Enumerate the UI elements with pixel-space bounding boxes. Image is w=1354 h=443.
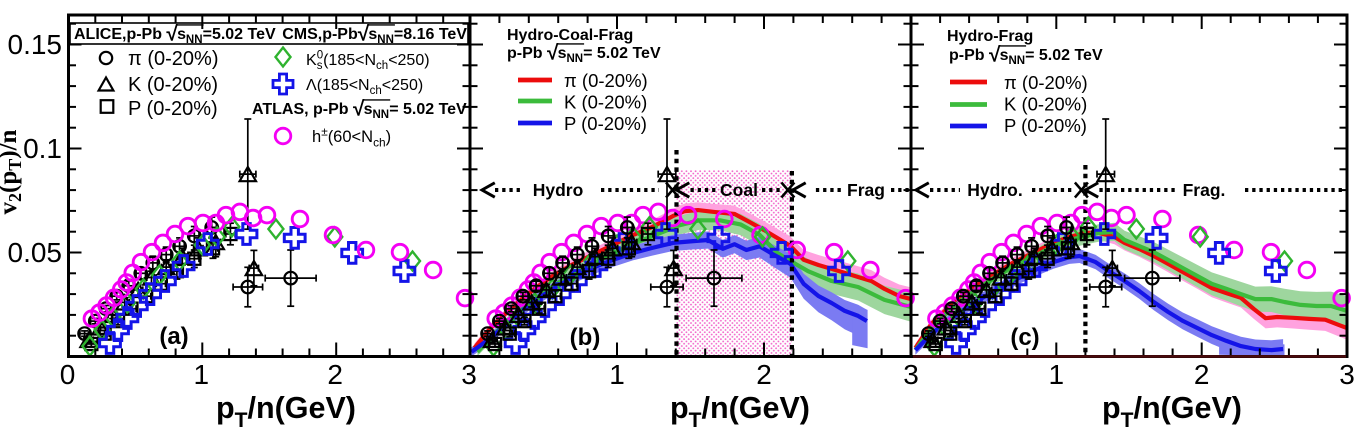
svg-text:<250): <250) xyxy=(388,52,429,69)
svg-text:P (0-20%): P (0-20%) xyxy=(564,113,647,134)
svg-text:±: ± xyxy=(321,124,328,138)
svg-text:Hydro.: Hydro. xyxy=(967,180,1022,200)
svg-text:= 5.02 TeV: = 5.02 TeV xyxy=(1025,47,1103,64)
svg-text:(b): (b) xyxy=(570,324,601,351)
svg-text:√: √ xyxy=(358,23,370,46)
svg-text:1: 1 xyxy=(1049,359,1065,390)
svg-text:p-Pb: p-Pb xyxy=(507,45,543,62)
svg-text:): ) xyxy=(386,128,392,146)
svg-text:=8.16 TeV: =8.16 TeV xyxy=(394,26,467,43)
svg-text:2: 2 xyxy=(327,359,343,390)
svg-text:π (0-20%): π (0-20%) xyxy=(564,70,648,91)
svg-text:Λ(185<N: Λ(185<N xyxy=(306,77,370,94)
svg-text:P (0-20%): P (0-20%) xyxy=(1004,115,1087,136)
svg-text:s: s xyxy=(558,45,567,62)
svg-text:s: s xyxy=(1000,47,1009,64)
svg-text:h: h xyxy=(312,128,321,146)
svg-text:= 5.02 TeV: = 5.02 TeV xyxy=(583,45,661,62)
svg-text:s: s xyxy=(177,26,186,43)
svg-text:√: √ xyxy=(166,23,178,46)
svg-text:NN: NN xyxy=(186,34,203,46)
svg-text:Frag: Frag xyxy=(847,180,885,200)
svg-text:1: 1 xyxy=(609,359,625,390)
svg-text:NN: NN xyxy=(1009,55,1026,67)
svg-text:3: 3 xyxy=(903,359,919,390)
svg-text:π (0-20%): π (0-20%) xyxy=(1004,72,1088,93)
svg-text:<250): <250) xyxy=(382,77,423,94)
svg-text:P (0-20%): P (0-20%) xyxy=(128,98,218,120)
svg-text:Frag.: Frag. xyxy=(1183,180,1226,200)
svg-text:s: s xyxy=(364,101,373,118)
svg-text:Hydro-Coal-Frag: Hydro-Coal-Frag xyxy=(507,27,633,44)
svg-text:√: √ xyxy=(353,98,365,121)
svg-text:ATLAS, p-Pb: ATLAS, p-Pb xyxy=(252,101,349,118)
svg-text:NN: NN xyxy=(567,53,584,65)
svg-text:s: s xyxy=(368,26,377,43)
svg-text:Hydro-Frag: Hydro-Frag xyxy=(947,28,1033,45)
svg-text:s: s xyxy=(317,60,323,72)
svg-text:3: 3 xyxy=(1339,359,1354,390)
svg-text:0.05: 0.05 xyxy=(8,237,63,268)
svg-text:= 5.02 TeV: = 5.02 TeV xyxy=(389,101,467,118)
svg-text:0.1: 0.1 xyxy=(23,133,62,164)
svg-text:v2(pT)/n: v2(pT)/n xyxy=(0,129,25,214)
svg-text:1: 1 xyxy=(194,359,210,390)
svg-text:0.15: 0.15 xyxy=(8,29,63,60)
svg-text:(a): (a) xyxy=(159,323,188,350)
svg-text:2: 2 xyxy=(756,359,772,390)
svg-text:0: 0 xyxy=(317,50,323,62)
svg-text:√: √ xyxy=(547,42,559,65)
svg-text:(60<N: (60<N xyxy=(328,128,373,146)
svg-text:√: √ xyxy=(989,44,1001,67)
svg-text:NN: NN xyxy=(373,109,390,121)
svg-text:Hydro: Hydro xyxy=(533,180,584,200)
svg-text:K (0-20%): K (0-20%) xyxy=(128,74,218,96)
svg-text:p-Pb: p-Pb xyxy=(949,47,985,64)
svg-text:ch: ch xyxy=(376,60,388,72)
svg-text:(185<N: (185<N xyxy=(323,52,376,69)
svg-text:2: 2 xyxy=(1194,359,1210,390)
svg-text:Coal: Coal xyxy=(720,180,758,200)
svg-text:CMS,p-Pb: CMS,p-Pb xyxy=(282,26,358,43)
svg-text:K: K xyxy=(306,52,317,69)
svg-text:NN: NN xyxy=(377,34,394,46)
svg-text:3: 3 xyxy=(461,359,477,390)
svg-text:K (0-20%): K (0-20%) xyxy=(564,92,647,113)
svg-text:0: 0 xyxy=(60,359,76,390)
svg-text:(c): (c) xyxy=(1010,324,1039,351)
svg-text:=5.02 TeV: =5.02 TeV xyxy=(203,26,276,43)
svg-text:ch: ch xyxy=(370,85,382,97)
svg-text:π (0-20%): π (0-20%) xyxy=(128,48,219,70)
svg-text:ALICE,p-Pb: ALICE,p-Pb xyxy=(74,26,162,43)
svg-text:K (0-20%): K (0-20%) xyxy=(1004,94,1087,115)
svg-text:ch: ch xyxy=(373,135,386,149)
